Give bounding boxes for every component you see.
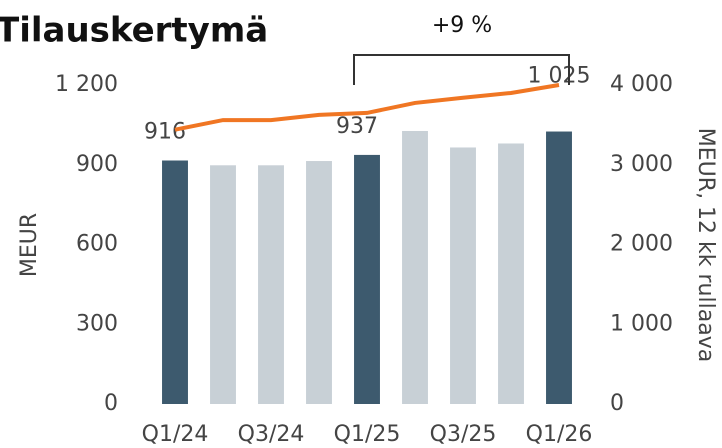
- annotation-bracket: [353, 54, 570, 85]
- bar: [546, 131, 572, 405]
- y2-tick-label: 0: [610, 391, 624, 416]
- y-tick-label: 1 200: [55, 72, 118, 97]
- bar: [450, 147, 476, 405]
- data-label: 916: [144, 119, 186, 144]
- bar: [354, 154, 380, 404]
- y2-axis-label: MEUR, 12 kk rullaava: [693, 128, 718, 362]
- x-tick-label: Q3/24: [238, 422, 305, 447]
- bar: [402, 130, 428, 404]
- y-tick-label: 0: [104, 391, 118, 416]
- annotation: +9 %: [432, 13, 492, 38]
- bar: [162, 160, 188, 404]
- bar: [306, 161, 332, 404]
- y2-tick-label: 3 000: [610, 152, 673, 177]
- bar: [498, 143, 524, 404]
- y2-tick-label: 2 000: [610, 232, 673, 257]
- y-tick-label: 600: [76, 232, 118, 257]
- y2-tick-label: 4 000: [610, 72, 673, 97]
- x-tick-label: Q1/25: [334, 422, 401, 447]
- bar: [258, 165, 284, 404]
- data-label: 1 025: [528, 64, 591, 89]
- chart-title: Tilauskertymä: [0, 11, 268, 51]
- x-tick-label: Q1/24: [142, 422, 209, 447]
- line: [174, 83, 560, 132]
- y-tick-label: 300: [76, 311, 118, 336]
- y2-tick-label: 1 000: [610, 311, 673, 336]
- y-tick-label: 900: [76, 152, 118, 177]
- x-tick-label: Q1/26: [526, 422, 593, 447]
- x-tick-label: Q3/25: [430, 422, 497, 447]
- data-label: 937: [336, 114, 378, 139]
- bar: [210, 165, 236, 404]
- y-axis-label: MEUR: [17, 213, 42, 277]
